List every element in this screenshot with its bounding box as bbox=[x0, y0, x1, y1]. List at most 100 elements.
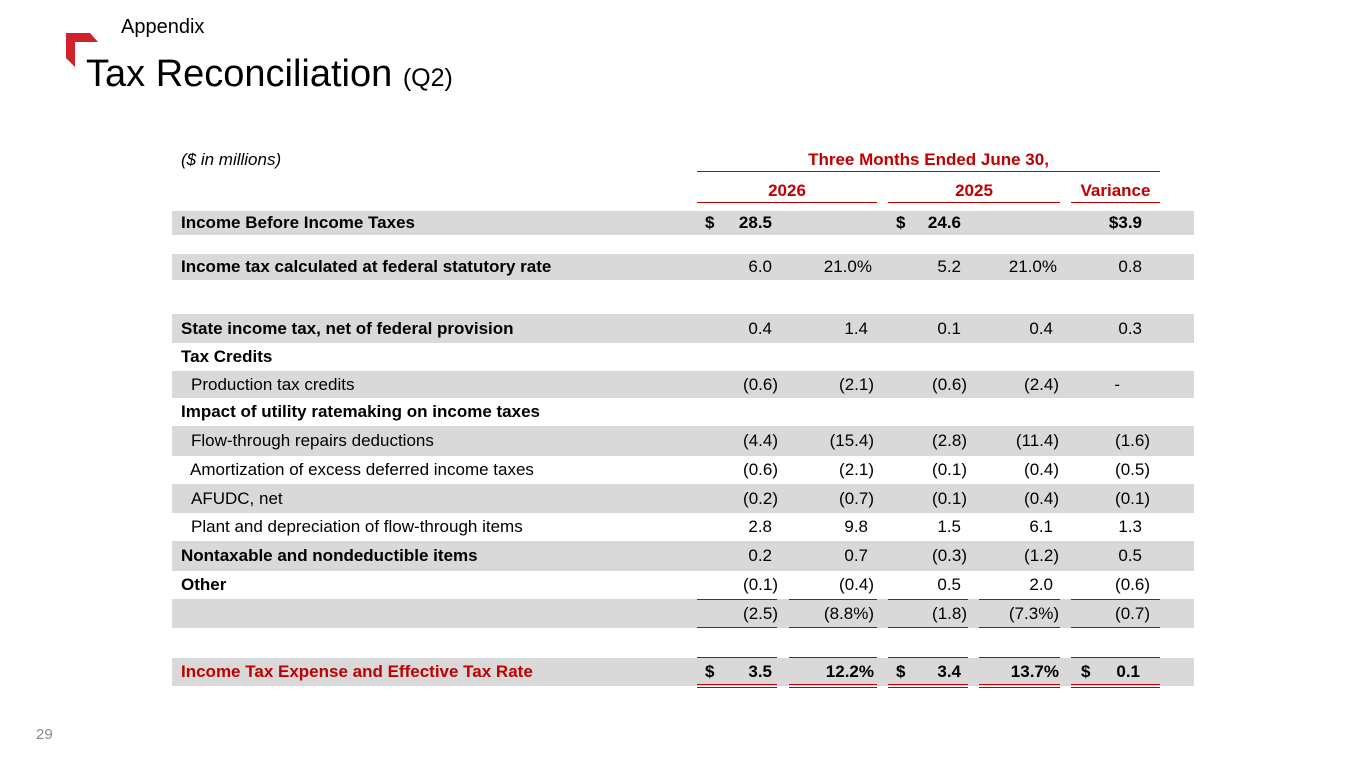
value-text: (2.1) bbox=[839, 374, 874, 394]
value-text: 21.0% bbox=[823, 257, 872, 276]
period-header: Three Months Ended June 30, bbox=[697, 150, 1160, 172]
value-text: 0.5 bbox=[937, 575, 961, 594]
section-label: Appendix bbox=[121, 16, 205, 38]
row-label: AFUDC, net bbox=[191, 488, 283, 508]
currency-prefix: $ bbox=[1081, 662, 1091, 681]
subtotal-top-rule bbox=[697, 599, 777, 600]
value-text: (2.8) bbox=[932, 431, 967, 450]
subtotal-top-rule bbox=[1071, 599, 1160, 600]
value-2026: (4.4) bbox=[697, 426, 778, 456]
value-text: (7.3%) bbox=[1008, 603, 1059, 623]
value-2025: 5.2 bbox=[888, 254, 967, 280]
value-text: 0.4 bbox=[1029, 318, 1053, 338]
col-header-2026: 2026 bbox=[697, 181, 877, 203]
col-header-variance: Variance bbox=[1071, 181, 1160, 203]
value-text: 0.7 bbox=[844, 546, 868, 565]
page-title-main: Tax Reconciliation bbox=[86, 53, 393, 95]
value-2026: (0.6) bbox=[697, 456, 778, 484]
pct-2025: (7.3%) bbox=[979, 599, 1059, 628]
pct-2025: (1.2) bbox=[979, 541, 1059, 571]
pct-2025: (2.4) bbox=[979, 371, 1059, 398]
value-text: 5.2 bbox=[937, 257, 961, 276]
pct-2025: (11.4) bbox=[979, 426, 1059, 456]
pct-2026: (8.8%) bbox=[789, 599, 874, 628]
value-text: (0.6) bbox=[743, 460, 778, 479]
value-text: 0.1 bbox=[1116, 662, 1140, 681]
row-label: Income tax calculated at federal statuto… bbox=[181, 257, 552, 276]
value-2025: (0.6) bbox=[888, 371, 967, 398]
value-text: (0.6) bbox=[743, 374, 778, 394]
value-2025: 0.1 bbox=[888, 314, 967, 343]
value-2025: 0.5 bbox=[888, 571, 967, 599]
value-text: (0.1) bbox=[1115, 488, 1150, 508]
pct-2025: (0.4) bbox=[979, 484, 1059, 513]
pct-2025: 0.4 bbox=[979, 314, 1059, 343]
pct-2025: 13.7% bbox=[979, 658, 1059, 686]
value-2025: (1.8) bbox=[888, 599, 967, 628]
value-2025: (0.3) bbox=[888, 541, 967, 571]
pct-2025: 2.0 bbox=[979, 571, 1059, 599]
currency-prefix: $ bbox=[896, 213, 906, 232]
subtotal-bottom-rule bbox=[789, 627, 877, 628]
brand-logo-icon bbox=[66, 33, 98, 67]
currency-prefix: $ bbox=[896, 662, 906, 681]
value-text: (0.4) bbox=[839, 575, 874, 594]
value-text: (1.2) bbox=[1024, 546, 1059, 565]
total-double-rule bbox=[697, 684, 777, 685]
value-text: 0.1 bbox=[937, 318, 961, 338]
row-label: Impact of utility ratemaking on income t… bbox=[181, 402, 540, 421]
value-text: (0.1) bbox=[743, 575, 778, 594]
subtotal-top-rule bbox=[979, 599, 1060, 600]
value-text: 0.4 bbox=[748, 318, 772, 338]
pct-2026: 1.4 bbox=[789, 314, 874, 343]
total-top-rule bbox=[888, 657, 968, 658]
subtotal-bottom-rule bbox=[1071, 627, 1160, 628]
row-label: Amortization of excess deferred income t… bbox=[190, 460, 534, 479]
value-text: 3.5 bbox=[748, 662, 772, 681]
value-text: 28.5 bbox=[738, 213, 772, 232]
table-row-income-before: Income Before Income Taxes $28.5 $24.6 $… bbox=[172, 211, 1194, 235]
currency-prefix: $ bbox=[705, 662, 715, 681]
value-text: (0.2) bbox=[743, 488, 778, 508]
pct-2026: (0.4) bbox=[789, 571, 874, 599]
subtotal-bottom-rule bbox=[979, 627, 1060, 628]
value-text: 1.5 bbox=[937, 517, 961, 536]
value-2026: $28.5 bbox=[697, 211, 778, 235]
value-text: (8.8%) bbox=[823, 603, 874, 623]
value-text: 1.3 bbox=[1118, 517, 1142, 536]
value-variance: (0.6) bbox=[1071, 571, 1150, 599]
table-row-utility: Impact of utility ratemaking on income t… bbox=[172, 398, 1194, 426]
value-text: (2.4) bbox=[1024, 374, 1059, 394]
value-2026: (0.2) bbox=[697, 484, 778, 513]
pct-2025: (0.4) bbox=[979, 456, 1059, 484]
total-double-rule bbox=[1071, 684, 1160, 685]
value-variance: - bbox=[1071, 371, 1150, 398]
value-text: (15.4) bbox=[829, 431, 874, 450]
value-2026: (0.6) bbox=[697, 371, 778, 398]
row-label: Flow-through repairs deductions bbox=[191, 431, 434, 450]
table-row-amortization: Amortization of excess deferred income t… bbox=[172, 456, 1194, 484]
value-2026: 0.4 bbox=[697, 314, 778, 343]
value-variance: 1.3 bbox=[1071, 513, 1150, 541]
value-variance: 0.5 bbox=[1071, 541, 1150, 571]
value-2026: (0.1) bbox=[697, 571, 778, 599]
value-variance: (0.1) bbox=[1071, 484, 1150, 513]
subtotal-bottom-rule bbox=[888, 627, 968, 628]
table-row-flow-through: Flow-through repairs deductions (4.4) (1… bbox=[172, 426, 1194, 456]
row-label: Other bbox=[181, 575, 227, 594]
pct-2026: 12.2% bbox=[789, 658, 874, 686]
row-label: Tax Credits bbox=[181, 347, 273, 366]
page-number: 29 bbox=[36, 726, 53, 743]
total-double-rule bbox=[789, 684, 877, 685]
pct-2026: 21.0% bbox=[789, 254, 874, 280]
value-text: 9.8 bbox=[844, 517, 868, 536]
total-double-rule bbox=[697, 687, 777, 688]
total-double-rule bbox=[789, 687, 877, 688]
value-2026: 6.0 bbox=[697, 254, 778, 280]
value-2025: 1.5 bbox=[888, 513, 967, 541]
value-text: 3.4 bbox=[937, 662, 961, 681]
value-text: 0.5 bbox=[1118, 546, 1142, 565]
value-variance: (0.7) bbox=[1071, 599, 1150, 628]
row-label: Income Before Income Taxes bbox=[181, 213, 415, 232]
row-label: Plant and depreciation of flow-through i… bbox=[191, 517, 523, 536]
